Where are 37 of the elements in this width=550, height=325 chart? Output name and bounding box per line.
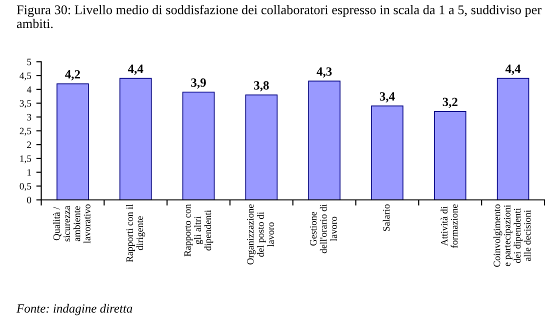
bar <box>434 111 466 200</box>
data-label: 3,8 <box>254 81 269 92</box>
x-tick-label: Attività di formazione <box>440 204 458 248</box>
bar <box>119 78 152 200</box>
bar <box>56 83 89 200</box>
chart-title: Figura 30: Livello medio di soddisfazione dei collaboratori espresso in scala da 1 a 5, suddiviso per ambiti. <box>16 4 542 28</box>
data-label: 4,2 <box>65 70 80 80</box>
x-tick-label: Rapporti con il dirigente <box>126 204 146 262</box>
x-tick-label: Rapporto con gli altri dipendenti <box>184 204 214 256</box>
bar <box>245 94 278 200</box>
bar <box>182 92 215 200</box>
data-label: 3,4 <box>380 92 395 102</box>
bar <box>371 106 404 200</box>
data-label: 4,4 <box>128 64 144 75</box>
x-tick-label: Qualità / sicurezza ambiente lavorativo <box>53 204 90 244</box>
y-tick-label: 4,5 <box>20 72 32 80</box>
y-tick-label: 2,5 <box>20 128 32 136</box>
data-label: 3,9 <box>191 78 206 89</box>
source-note: Fonte: indagine diretta <box>16 304 132 316</box>
x-tick-label: Salario <box>382 204 390 231</box>
data-label: 4,4 <box>505 64 521 75</box>
x-tick-label: Coinvolgimento e partecipazioni dei dipendenti alle decisioni <box>493 204 531 267</box>
y-tick-label: 5 <box>27 58 32 66</box>
y-tick-label: 3,5 <box>20 100 32 108</box>
y-tick-label: 3 <box>27 114 32 120</box>
y-tick-label: 1 <box>28 169 31 176</box>
y-tick-label: 0 <box>27 196 32 204</box>
y-tick-label: 4 <box>26 86 32 93</box>
x-tick-label: Organizzazione del posto di lavoro <box>247 204 274 264</box>
data-label: 3,2 <box>442 98 458 108</box>
data-label: 4,3 <box>316 67 332 78</box>
y-tick-label: 0,5 <box>20 182 32 191</box>
y-tick-label: 2 <box>27 142 31 148</box>
bar <box>496 78 530 200</box>
bar <box>308 80 340 200</box>
y-tick-label: 1,5 <box>20 155 32 164</box>
x-tick-label: Gestione dell'orario di lavoro <box>310 204 337 254</box>
